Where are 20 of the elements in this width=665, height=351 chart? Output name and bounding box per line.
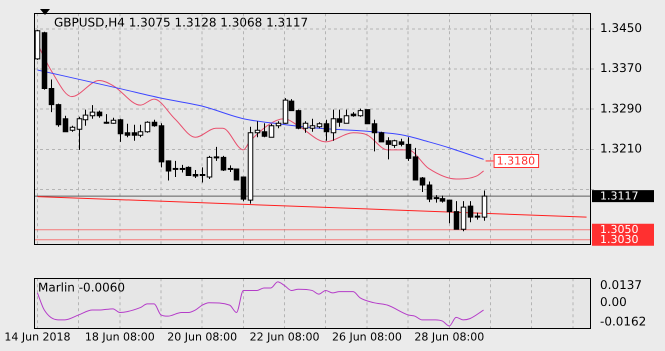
y-tick-label: 1.3370 <box>600 61 642 76</box>
x-tick-label: 18 Jun 08:00 <box>84 330 155 344</box>
chart-title: Marlin -0.0060 <box>38 280 126 294</box>
x-tick-label: 14 Jun 2018 <box>4 330 71 344</box>
ref-line-label: 1.3030 <box>600 233 638 246</box>
line-series <box>36 69 484 160</box>
annotation: 1.3180 <box>496 154 536 168</box>
y-tick-label: 0.00 <box>600 294 627 309</box>
y-tick-label: 0.0137 <box>600 278 642 292</box>
ref-line-label: 1.3117 <box>600 189 638 202</box>
chart-title: GBPUSD,H4 1.3075 1.3128 1.3068 1.3117 <box>54 15 308 30</box>
y-tick-label: 1.3210 <box>600 141 642 156</box>
y-tick-label: 1.3450 <box>600 20 642 35</box>
y-tick-label: 1.3290 <box>600 101 642 116</box>
x-tick-label: 20 Jun 08:00 <box>167 330 238 344</box>
x-tick-label: 28 Jun 08:00 <box>414 330 484 344</box>
x-tick-label: 22 Jun 08:00 <box>250 330 320 344</box>
line-series <box>36 281 484 326</box>
x-tick-label: 26 Jun 08:00 <box>332 330 402 344</box>
y-tick-label: -0.0162 <box>600 314 646 329</box>
